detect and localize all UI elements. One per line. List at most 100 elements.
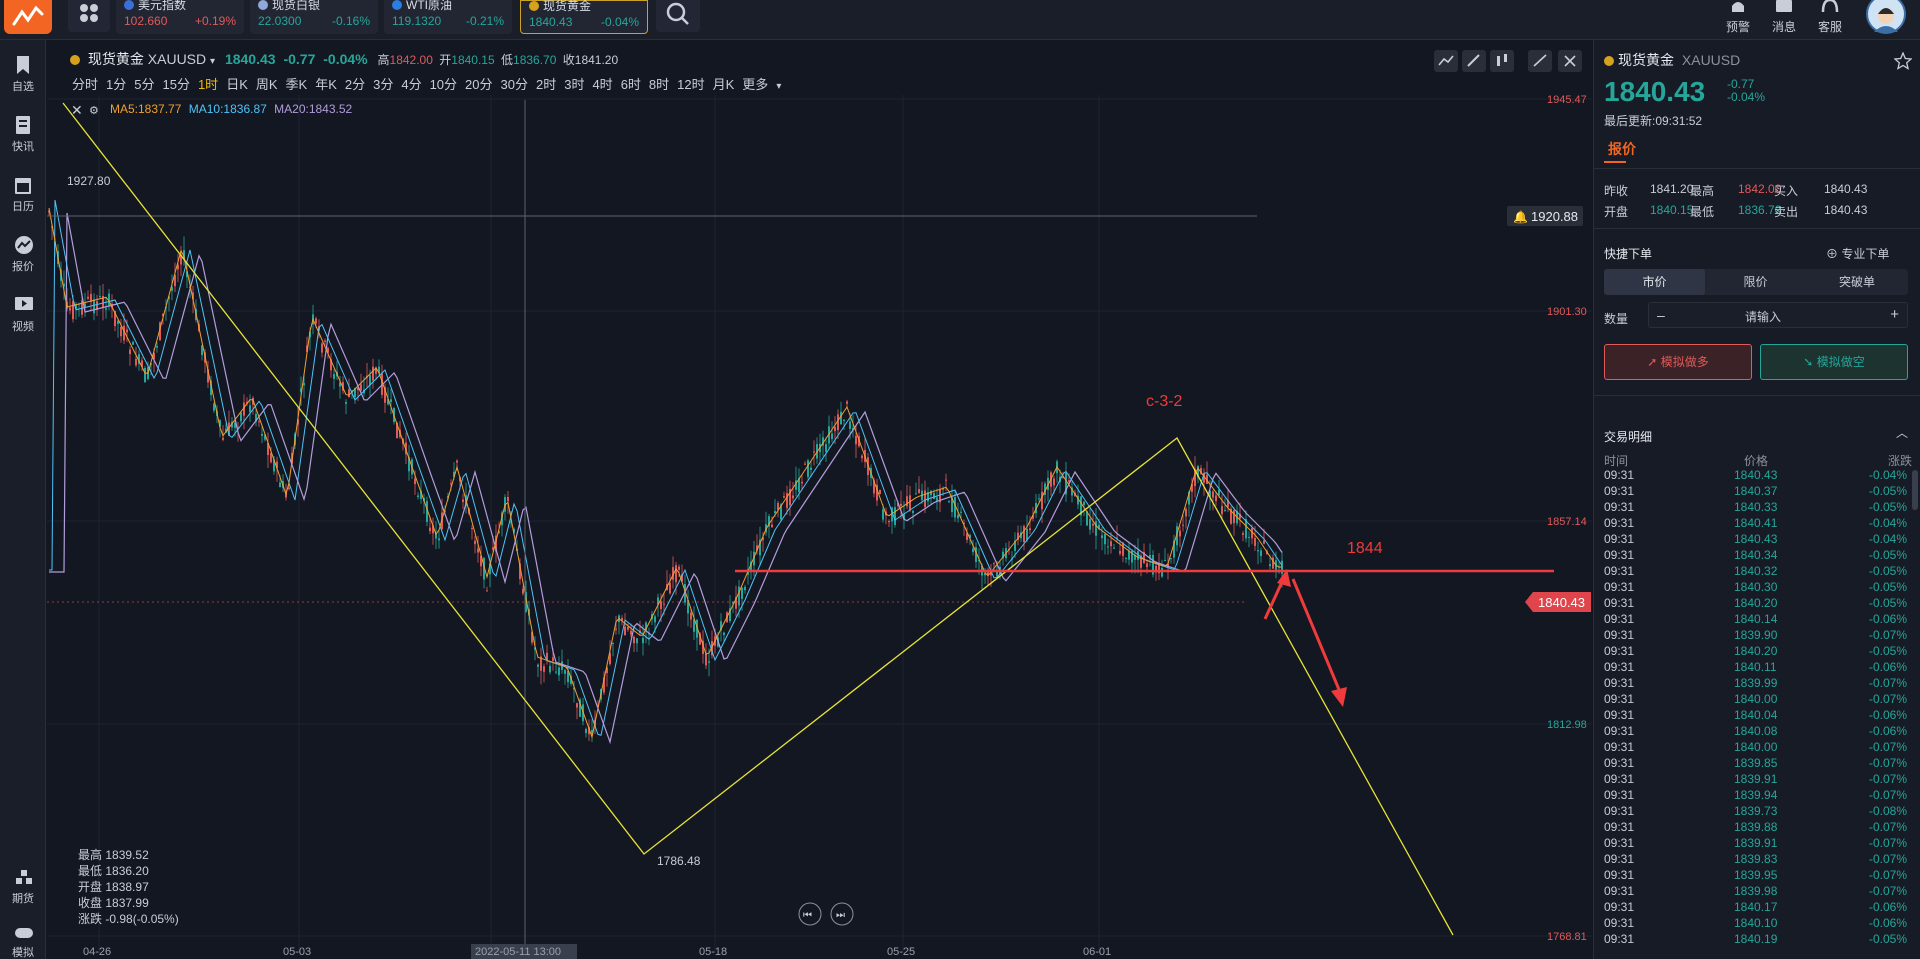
compare-tool-button[interactable] [1490, 50, 1514, 72]
candle-body [603, 677, 605, 693]
message-button[interactable]: 消息 [1764, 0, 1804, 36]
period-tab[interactable]: 30分 [500, 77, 528, 92]
trade-price: 1839.73 [1734, 804, 1778, 818]
draw-tool-button[interactable] [1462, 50, 1486, 72]
candle-body [846, 401, 848, 404]
trade-change: -0.07% [1869, 676, 1908, 690]
candle-body [1197, 466, 1199, 478]
alert-price-tag-bg[interactable] [1507, 206, 1583, 226]
candle-body [675, 565, 677, 583]
close-indicator-icon[interactable]: ✕ [71, 102, 83, 118]
sidebar-item-quotes[interactable]: 报价 [0, 228, 46, 278]
period-tab[interactable]: 2时 [535, 77, 557, 92]
period-tab[interactable]: 分时 [72, 77, 99, 92]
ticker-usd-index[interactable]: 美元指数 102.660 +0.19% [116, 0, 244, 34]
service-button[interactable]: 客服 [1810, 0, 1850, 36]
period-tab[interactable]: 8时 [648, 77, 670, 92]
period-tab[interactable]: 更多 [742, 77, 769, 92]
period-tab[interactable]: 15分 [162, 77, 190, 92]
sidebar-item-calendar[interactable]: 日历 [0, 168, 46, 218]
trades-col-change: 涨跌 [1888, 454, 1913, 468]
chevron-down-icon[interactable]: ▾ [210, 56, 216, 67]
arrow-down-drawing[interactable] [1291, 578, 1342, 693]
period-tab[interactable]: 季K [285, 77, 308, 92]
candle-body [555, 671, 557, 673]
period-tab[interactable]: 12时 [677, 77, 705, 92]
candle-body [462, 499, 464, 502]
trade-change: -0.07% [1869, 740, 1908, 754]
open-value: 1840.15 [451, 53, 495, 67]
trade-row: 09:31 1839.85 -0.07% [1604, 756, 1914, 772]
tab-quote[interactable]: 报价 [1608, 141, 1636, 157]
candle-body [948, 501, 950, 503]
period-tab[interactable]: 20分 [465, 77, 493, 92]
trade-change: -0.06% [1869, 724, 1908, 738]
ticker-silver[interactable]: 现货白银 22.0300 -0.16% [250, 0, 378, 34]
trade-row: 09:31 1840.43 -0.04% [1604, 468, 1914, 484]
favorite-star-icon[interactable] [1894, 52, 1912, 70]
tab-limit[interactable]: 限价 [1743, 275, 1768, 289]
chart-symbol-code[interactable]: XAUUSD [147, 51, 207, 67]
replay-next-button[interactable] [830, 902, 854, 926]
simulate-sell-button[interactable]: ➘ 模拟做空 [1760, 344, 1908, 380]
candle-body [765, 524, 767, 533]
period-tab[interactable]: 日K [226, 77, 248, 92]
candle-body [303, 383, 305, 386]
alert-button[interactable]: 预警 [1718, 0, 1758, 36]
period-tab[interactable]: 月K [712, 77, 735, 92]
ticker-name: WTI原油 [392, 0, 452, 13]
period-tab[interactable]: 3分 [373, 77, 394, 92]
trendline-drawing[interactable] [62, 102, 1454, 936]
period-tab[interactable]: 5分 [134, 77, 155, 92]
sidebar-item-simulate[interactable]: 模拟 [0, 918, 46, 959]
fullscreen-button[interactable] [1528, 50, 1552, 72]
sidebar-item-video[interactable]: 视频 [0, 288, 46, 338]
search-button[interactable] [656, 0, 700, 32]
period-tab[interactable]: 1时 [197, 77, 219, 92]
avatar[interactable] [1866, 0, 1906, 34]
settings-icon[interactable]: ⚙ [89, 105, 99, 117]
sidebar-item-news[interactable]: 快讯 [0, 108, 46, 158]
qty-minus-button[interactable]: – [1657, 307, 1665, 323]
sidebar-item-watchlist[interactable]: 自选 [0, 48, 46, 98]
video-icon [15, 297, 33, 310]
tab-breakout[interactable]: 突破单 [1838, 275, 1875, 289]
ticker-change: +0.19% [194, 14, 236, 28]
tab-market[interactable]: 市价 [1604, 269, 1705, 295]
trade-row: 09:31 1840.00 -0.07% [1604, 740, 1914, 756]
period-tab[interactable]: 4时 [592, 77, 613, 92]
period-tab[interactable]: 周K [255, 77, 278, 92]
period-tab[interactable]: 1分 [106, 77, 127, 92]
candle-body [669, 583, 671, 594]
period-tab[interactable]: 4分 [401, 77, 422, 92]
trades-scrollbar[interactable] [1912, 470, 1918, 510]
indicator-tool-button[interactable] [1434, 50, 1458, 72]
candle-body [546, 652, 548, 660]
apps-grid-button[interactable] [68, 0, 110, 32]
close-chart-button[interactable] [1558, 50, 1582, 72]
trade-row: 09:31 1839.95 -0.07% [1604, 868, 1914, 884]
ticker-gold[interactable]: 现货黄金 1840.43 -0.04% [520, 0, 648, 34]
candle-body [831, 433, 833, 440]
ticker-wti[interactable]: WTI原油 119.1320 -0.21% [384, 0, 512, 34]
candle-body [240, 412, 242, 422]
chevron-up-icon[interactable]: ︿ [1896, 426, 1909, 440]
app-logo[interactable] [4, 0, 52, 34]
period-tab[interactable]: 3时 [564, 77, 585, 92]
quantity-input[interactable]: 请输入 [1745, 310, 1782, 324]
candle-body [837, 414, 839, 431]
candle-body [531, 631, 533, 643]
pro-order-link[interactable]: ⊕ 专业下单 [1826, 247, 1890, 261]
qty-plus-button[interactable]: + [1890, 306, 1899, 323]
replay-prev-button[interactable] [798, 902, 822, 926]
period-tab[interactable]: 10分 [429, 77, 458, 92]
period-tab[interactable]: 2分 [344, 77, 366, 92]
simulate-buy-button[interactable]: ➚ 模拟做多 [1604, 344, 1752, 380]
candle-body [129, 349, 131, 355]
period-tab[interactable]: 6时 [620, 77, 641, 92]
sidebar-item-futures[interactable]: 期货 [0, 860, 46, 910]
candle-body [570, 675, 572, 684]
period-tab[interactable]: 年K [315, 77, 337, 92]
trades-list[interactable]: 09:31 1840.43 -0.04% 09:31 1840.37 -0.05% 09:3… [1594, 468, 1920, 959]
candlestick-chart[interactable]: c-3-2 1844 1927.80 1786.48 1945.47 1901.3… [47, 95, 1593, 959]
